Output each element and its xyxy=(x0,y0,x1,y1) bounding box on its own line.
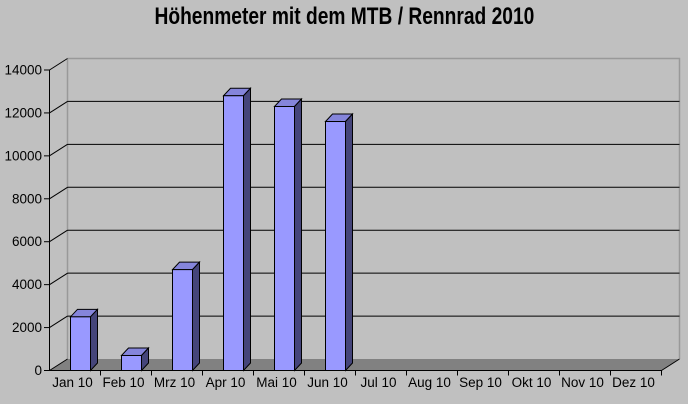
y-axis-label-0: 0 xyxy=(34,363,42,378)
bar-front-face-mrz-10[interactable] xyxy=(172,269,193,371)
bar-front-face-jun-10[interactable] xyxy=(325,121,346,371)
x-axis-label-nov-10: Nov 10 xyxy=(561,375,604,390)
gridline-connector-8000 xyxy=(49,186,68,200)
y-axis-label-12000: 12000 xyxy=(4,105,42,120)
bar-side-face-jun-10[interactable] xyxy=(345,112,353,372)
bar-apr-10[interactable] xyxy=(222,86,252,372)
y-axis-label-4000: 4000 xyxy=(12,277,42,292)
bar-side-face-apr-10[interactable] xyxy=(243,86,251,372)
bar-mai-10[interactable] xyxy=(273,97,303,372)
gridline-connector-14000 xyxy=(49,58,68,71)
x-axis-label-mai-10: Mai 10 xyxy=(256,375,297,390)
y-axis-label-6000: 6000 xyxy=(12,234,42,249)
x-axis-label-okt-10: Okt 10 xyxy=(512,375,552,390)
wall-top-right-edge xyxy=(67,57,681,359)
bar-front-face-feb-10[interactable] xyxy=(121,354,142,372)
y-axis-label-2000: 2000 xyxy=(12,320,42,335)
bar-front-face-jan-10[interactable] xyxy=(70,316,91,372)
x-axis-label-jul-10: Jul 10 xyxy=(360,375,396,390)
x-axis-label-mrz-10: Mrz 10 xyxy=(154,375,195,390)
bar-side-face-mai-10[interactable] xyxy=(294,97,302,372)
y-axis-label-8000: 8000 xyxy=(12,191,42,206)
bar-feb-10[interactable] xyxy=(120,346,150,372)
x-axis-label-apr-10: Apr 10 xyxy=(206,375,246,390)
x-axis-label-sep-10: Sep 10 xyxy=(459,375,502,390)
bar-jun-10[interactable] xyxy=(324,112,354,372)
gridline-connector-12000 xyxy=(49,101,68,114)
x-axis-label-aug-10: Aug 10 xyxy=(408,375,451,390)
floor-right-edge xyxy=(661,358,680,371)
chart-floor xyxy=(49,359,680,371)
gridline-connector-2000 xyxy=(49,315,68,328)
y-axis-label-14000: 14000 xyxy=(4,63,42,78)
x-axis-label-jan-10: Jan 10 xyxy=(52,375,93,390)
x-axis-label-jun-10: Jun 10 xyxy=(307,375,348,390)
bar-front-face-mai-10[interactable] xyxy=(274,105,295,371)
x-axis-label-dez-10: Dez 10 xyxy=(612,375,655,390)
y-axis-label-10000: 10000 xyxy=(4,148,42,163)
bar-front-face-apr-10[interactable] xyxy=(223,95,244,371)
bar-side-face-mrz-10[interactable] xyxy=(192,260,200,372)
bar-jan-10[interactable] xyxy=(69,308,99,372)
bar-side-face-jan-10[interactable] xyxy=(90,308,98,372)
bar-mrz-10[interactable] xyxy=(171,260,201,372)
floor-left-edge xyxy=(49,358,68,371)
gridline-connector-4000 xyxy=(49,272,68,286)
gridline-connector-10000 xyxy=(49,143,68,157)
x-axis-label-feb-10: Feb 10 xyxy=(102,375,144,390)
gridline-connector-6000 xyxy=(49,229,68,243)
